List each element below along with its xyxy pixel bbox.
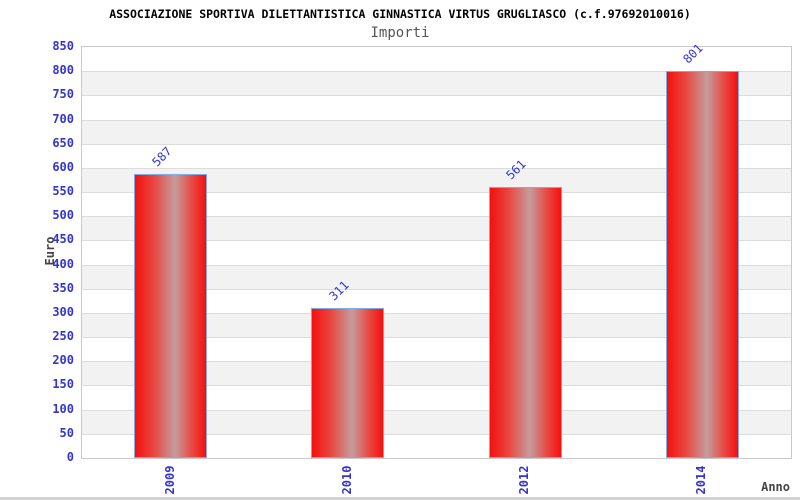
y-tick-label: 550	[52, 184, 74, 199]
y-tick-label: 800	[52, 63, 74, 78]
y-tick-label: 300	[52, 304, 74, 319]
y-tick-label: 600	[52, 159, 74, 174]
bar-2012	[488, 186, 562, 458]
gridline	[82, 95, 791, 97]
x-axis-title: Anno	[761, 480, 790, 494]
x-tick-label-2014: 2014	[694, 465, 709, 495]
gridline	[82, 71, 791, 73]
x-tick-label-2009: 2009	[162, 465, 177, 495]
gridline	[82, 433, 791, 435]
y-tick-label: 350	[52, 280, 74, 295]
bar-2014	[665, 70, 739, 458]
y-tick-label: 850	[52, 39, 74, 53]
gridline	[82, 312, 791, 314]
chart-title: ASSOCIAZIONE SPORTIVA DILETTANTISTICA GI…	[109, 7, 691, 21]
gridline	[82, 167, 791, 169]
y-tick-label: 500	[52, 208, 74, 223]
y-tick-label: 250	[52, 329, 74, 344]
gridline	[82, 216, 791, 218]
y-tick-label: 0	[66, 450, 74, 464]
y-tick-label: 100	[52, 401, 74, 416]
gridline	[82, 192, 791, 194]
gridline	[82, 288, 791, 290]
gridline	[82, 385, 791, 387]
window-bottom-edge	[0, 497, 800, 500]
gridline	[82, 409, 791, 411]
gridline	[82, 119, 791, 121]
x-tick-label-2010: 2010	[339, 465, 354, 495]
y-tick-label: 650	[52, 135, 74, 150]
y-axis-title: Euro	[43, 236, 57, 266]
y-tick-label: 750	[52, 87, 74, 102]
y-tick-label: 150	[52, 377, 74, 392]
chart-subtitle: Importi	[370, 25, 430, 41]
x-tick-label-2012: 2012	[517, 465, 532, 495]
y-tick-label: 700	[52, 111, 74, 126]
gridline	[82, 143, 791, 145]
y-tick-label: 400	[52, 256, 74, 271]
y-tick-label: 50	[59, 425, 74, 440]
bar-2010	[311, 307, 385, 458]
bar-2009	[134, 174, 208, 458]
gridline	[82, 337, 791, 339]
gridline	[82, 240, 791, 242]
y-tick-label: 200	[52, 353, 74, 368]
plot-band	[82, 47, 791, 72]
gridline	[82, 361, 791, 363]
y-tick-label: 450	[52, 232, 74, 247]
plot-area: 587 311 561 801	[81, 41, 792, 459]
gridline	[82, 264, 791, 266]
